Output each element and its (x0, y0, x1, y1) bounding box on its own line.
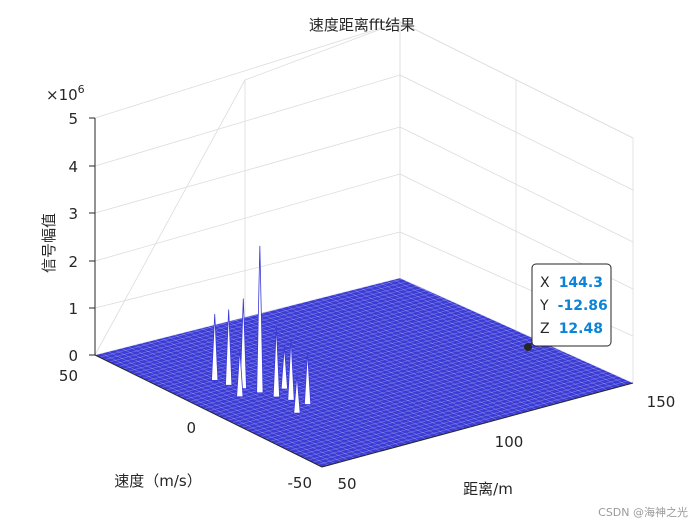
mesh-line (222, 333, 534, 419)
datatip-x-row: X 144.3 (540, 272, 603, 291)
z-tick-label: 2 (68, 253, 78, 271)
y-tick-label: 50 (59, 367, 78, 385)
mesh-line (274, 359, 586, 444)
surface-peak (303, 352, 312, 405)
surface-peak (256, 245, 264, 394)
surface-plot (94, 245, 634, 468)
y-tick-label: 0 (186, 419, 196, 437)
mesh-line (156, 301, 468, 386)
datatip-y-row: Y -12.86 (539, 295, 608, 314)
mesh-line (293, 368, 605, 454)
mesh-line (113, 280, 425, 365)
chart-title: 速度距离fft结果 (309, 16, 415, 34)
mesh-line (142, 294, 454, 379)
mesh-line (251, 347, 563, 433)
mesh-line (170, 308, 482, 393)
mesh-line (123, 284, 435, 370)
y-tick-label: -50 (288, 474, 313, 492)
z-axis-ticks: 0 1 2 3 4 5 (68, 110, 95, 365)
mesh-line (213, 329, 525, 414)
mesh-line (128, 287, 440, 372)
mesh-line (260, 352, 572, 437)
y-axis-ticks: 50 0 -50 (59, 367, 312, 492)
mesh-line (269, 357, 582, 442)
z-tick-label: 5 (68, 110, 78, 128)
z-exponent-label: ×106 (46, 83, 85, 104)
mesh-line (184, 315, 496, 400)
surface-peak (293, 375, 301, 414)
mesh-line (146, 296, 459, 381)
mesh-line (236, 340, 548, 426)
mesh-line (198, 322, 511, 407)
datatip-box (531, 263, 612, 347)
mesh-line (288, 366, 600, 451)
z-tick-label: 3 (68, 205, 78, 223)
x-axis-label: 距离/m (463, 480, 513, 498)
datatip-x-value: 144.3 (559, 275, 603, 291)
mesh-line (255, 350, 567, 435)
mesh-line (227, 336, 539, 421)
x-tick-label: 50 (337, 475, 356, 493)
datatip-y-value: -12.86 (558, 298, 608, 314)
datatip-z-value: 12.48 (559, 321, 603, 337)
mesh-line (217, 331, 530, 416)
mesh-line (246, 345, 558, 430)
mesh-line (265, 354, 577, 440)
mesh-line (317, 380, 629, 465)
watermark: CSDN @海神之光 (598, 505, 688, 519)
mesh-line (109, 277, 421, 363)
x-tick-label: 100 (495, 433, 524, 451)
surface-peak (211, 314, 219, 381)
mesh-line (94, 270, 407, 356)
z-tick-label: 1 (68, 300, 78, 318)
z-tick-label: 0 (68, 347, 78, 365)
mesh-line (232, 338, 544, 423)
x-axis-line (321, 382, 634, 468)
x-tick-label: 150 (647, 393, 676, 411)
mesh-line (194, 319, 506, 405)
surface-peak (239, 298, 247, 390)
mesh-line (151, 298, 463, 384)
x-axis-ticks: 50 100 150 (337, 393, 675, 493)
surface-peak (225, 309, 233, 386)
z-tick-label: 4 (68, 158, 78, 176)
surface-peak (272, 325, 280, 398)
mesh-line (137, 291, 449, 377)
datatip-marker[interactable] (524, 343, 532, 351)
surface-peak (287, 338, 295, 401)
mesh-line (132, 289, 444, 374)
z-axis-label: 信号幅值 (40, 213, 58, 273)
mesh-line (279, 361, 591, 447)
mesh-line (99, 273, 411, 358)
mesh-line (303, 373, 615, 458)
datatip[interactable]: X 144.3 Y -12.86 Z 12.48 (524, 263, 612, 351)
mesh-line (307, 375, 619, 461)
mesh-line (298, 371, 610, 456)
surface-peak (236, 349, 244, 398)
mesh-line (284, 364, 596, 449)
surface-peak (280, 346, 288, 390)
y-axis-label: 速度（m/s） (114, 472, 201, 490)
mesh-line (203, 324, 515, 409)
y-axis-line (94, 354, 323, 468)
mesh-line (208, 326, 520, 412)
datatip-z-row: Z 12.48 (540, 318, 603, 337)
mesh-line (312, 378, 624, 463)
mesh-line (118, 282, 430, 367)
